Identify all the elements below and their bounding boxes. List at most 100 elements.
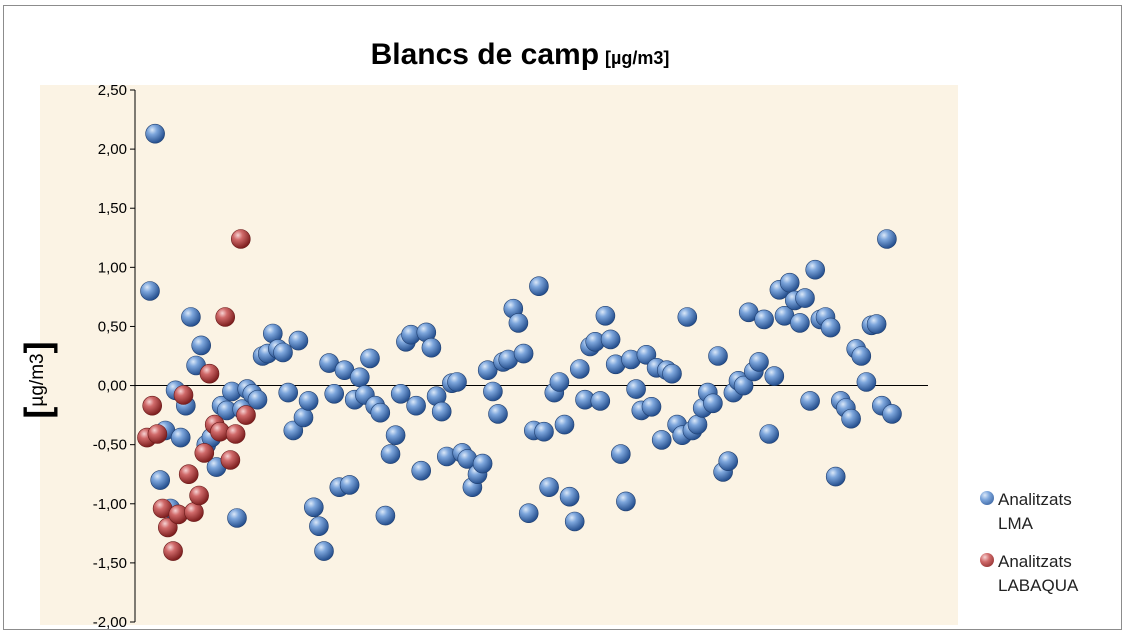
data-point-lma [595,305,616,326]
data-point-lma [349,367,370,388]
data-point-labaqua [147,424,168,444]
data-point-labaqua [173,385,194,405]
data-point-lma [283,420,304,441]
data-point-lma [534,421,554,442]
legend-item-lma: Analitzats LMA [980,488,1120,536]
legend-label-labaqua: Analitzats LABAQUA [998,552,1079,595]
data-point-lma [866,314,887,334]
chart-title-text: Blancs de camp [370,38,600,71]
data-point-labaqua [189,485,209,506]
data-point-lma [539,477,559,498]
data-point-labaqua [231,229,251,249]
y-tick-label: -2,00 [93,614,127,631]
data-point-lma [324,383,345,404]
data-point-lma [569,359,590,379]
data-point-lma [508,313,529,333]
data-point-lma [559,486,580,507]
data-point-lma [626,379,646,399]
data-point-lma [278,382,299,403]
y-tick-label: 2,50 [98,82,127,99]
data-point-lma [554,414,575,435]
data-point-lma [754,309,774,330]
data-point-lma [140,281,160,301]
data-point-lma [825,466,846,487]
data-point-lma [851,346,872,366]
data-point-labaqua [178,464,199,485]
data-point-lma [421,337,442,358]
y-tick-label: -1,50 [93,555,127,572]
data-point-lma [247,389,268,410]
data-point-lma [370,402,391,423]
data-point-lma [749,352,769,372]
data-point-lma [488,404,508,424]
data-point-lma [273,342,293,363]
legend-marker-labaqua [980,553,994,567]
data-point-lma [600,329,621,350]
data-point-lma [150,470,170,490]
y-tick-label: 2,00 [98,141,127,158]
y-tick-label: -1,00 [93,496,127,513]
data-point-lma [856,372,877,392]
data-point-lma [610,444,631,464]
data-point-lma [472,453,493,474]
data-point-lma [703,393,723,414]
data-point-labaqua [199,363,220,384]
y-tick-label: 1,50 [98,200,127,217]
data-point-lma [477,360,498,381]
data-point-lma [800,391,820,411]
data-point-lma [227,508,247,528]
data-point-lma [805,259,826,280]
y-tick-label: 0,50 [98,318,127,335]
data-point-lma [518,503,539,524]
data-point-lma [841,408,861,429]
data-point-lma [447,372,467,392]
y-tick-label: 1,00 [98,259,127,276]
data-point-lma [483,381,503,402]
data-point-lma [309,516,329,537]
data-point-lma [616,491,636,512]
data-point-lma [779,272,800,293]
data-point-lma [662,363,682,384]
data-point-lma [298,391,319,411]
data-point-lma [677,307,698,327]
data-point-labaqua [158,517,178,538]
data-point-lma [411,460,432,481]
data-point-lma [339,475,360,495]
data-point-lma [513,343,534,364]
data-point-lma [564,511,585,532]
data-point-lma [406,395,426,416]
data-point-lma [651,430,672,450]
data-point-lma [795,288,815,308]
data-point-lma [820,317,841,338]
chart-title-unit: [µg/m3] [605,48,670,68]
data-point-lma [882,404,902,424]
data-point-lma [431,401,452,422]
data-point-lma [390,383,411,404]
data-point-lma [529,276,549,297]
data-point-lma [733,375,754,396]
axes: 2,50 2,00 1,50 1,00 0,50 0,00 -0,50 -1,00 -1,50 -… [93,82,928,631]
data-points [137,123,902,561]
legend: Analitzats LMA Analitzats LABAQUA [980,488,1120,612]
data-point-labaqua [194,443,215,463]
data-point-lma [687,414,708,435]
data-point-lma [380,444,401,464]
data-point-lma [759,424,780,444]
data-point-lma [708,346,728,366]
data-point-lma [385,425,406,446]
data-point-lma [636,344,657,365]
data-point-lma [360,348,380,369]
data-point-lma [718,451,739,472]
data-point-lma [303,497,324,518]
data-point-lma [314,541,334,561]
data-point-lma [764,366,785,386]
data-point-labaqua [215,307,235,327]
data-point-lma [790,313,810,333]
data-point-lma [288,330,309,351]
y-tick-label: 0,00 [98,378,127,395]
data-point-labaqua [225,424,246,444]
data-point-labaqua [220,450,241,470]
data-point-labaqua [163,541,183,561]
legend-label-lma: Analitzats LMA [998,490,1072,533]
